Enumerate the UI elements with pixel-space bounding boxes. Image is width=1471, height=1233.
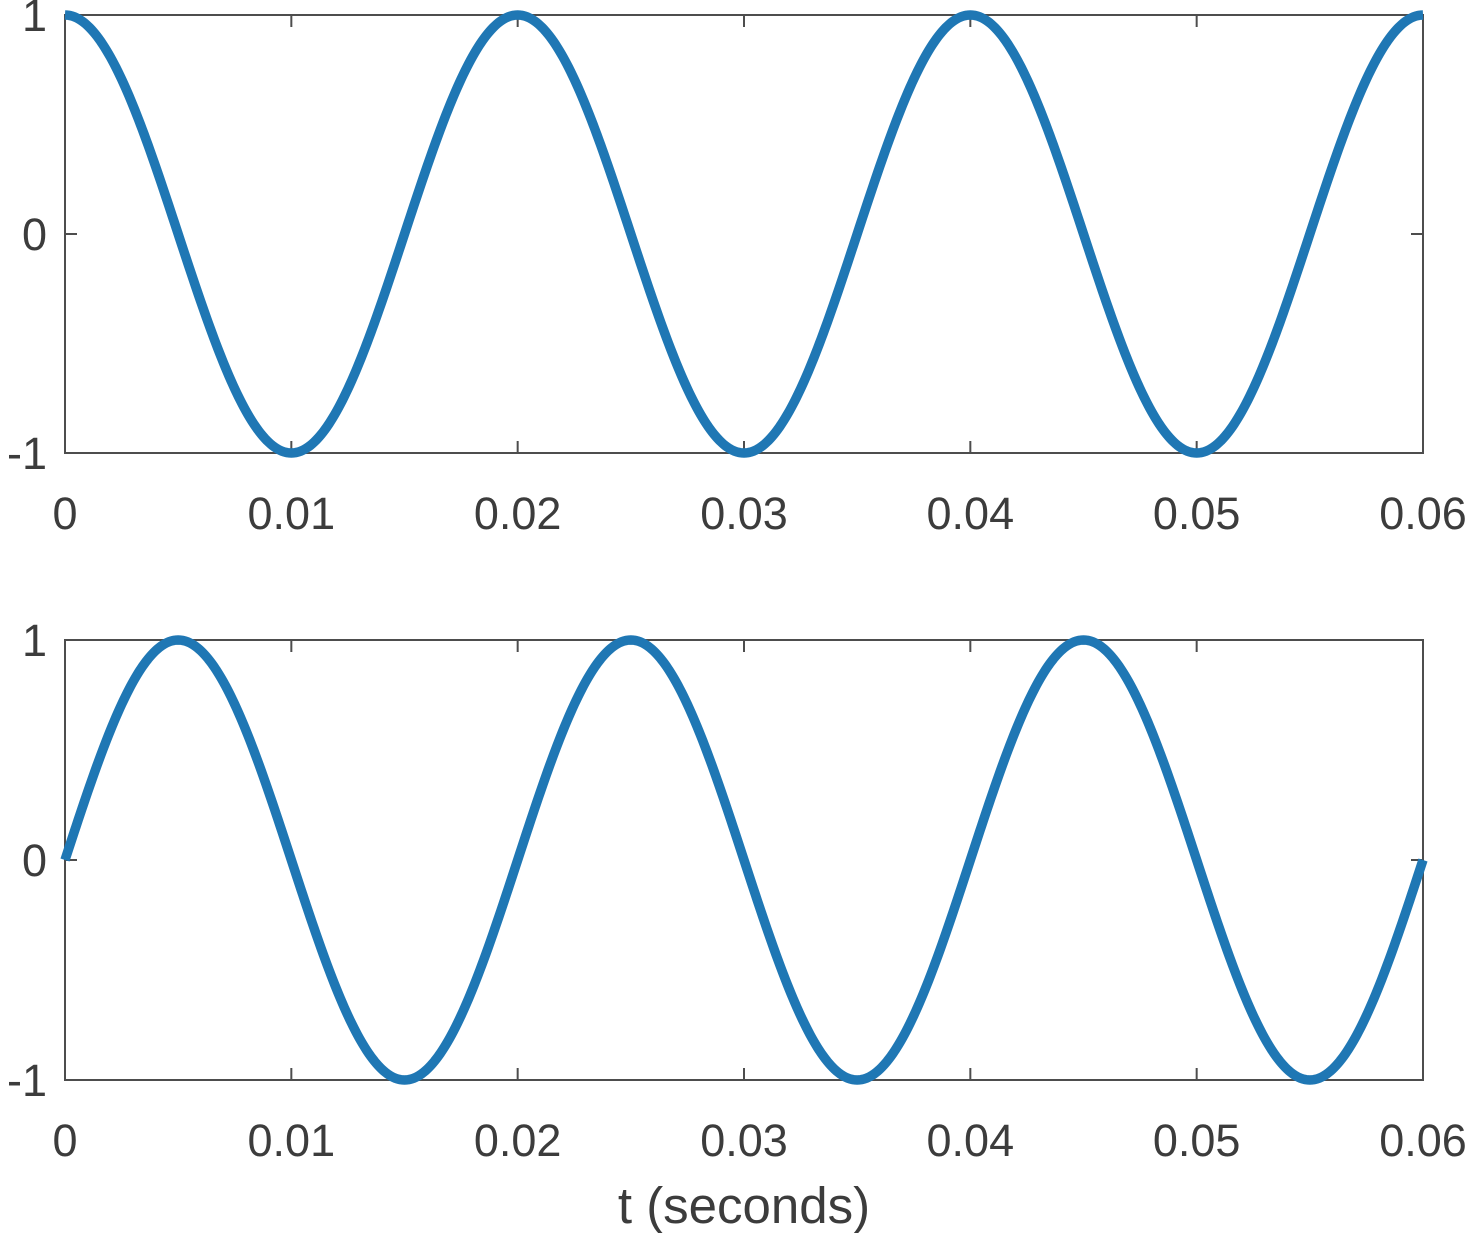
waveform-line [62, 10, 1426, 458]
y-tick-label: -1 [7, 428, 47, 479]
x-tick-label: 0.03 [700, 1115, 788, 1166]
y-tick-label: 0 [22, 209, 47, 260]
x-tick-label: 0.05 [1153, 1115, 1241, 1166]
x-tick-label: 0.01 [248, 1115, 336, 1166]
x-tick-label: 0.01 [248, 488, 336, 539]
x-tick-label: 0.04 [927, 488, 1015, 539]
x-tick-label: 0.03 [700, 488, 788, 539]
y-tick-label: -1 [7, 1055, 47, 1106]
x-tick-label: 0.06 [1379, 1115, 1467, 1166]
x-tick-label: 0 [52, 1115, 77, 1166]
y-tick-label: 0 [22, 835, 47, 886]
x-tick-label: 0.02 [474, 1115, 562, 1166]
y-tick-label: 1 [22, 615, 47, 666]
waveform-line [60, 635, 1428, 1085]
x-tick-label: 0.04 [927, 1115, 1015, 1166]
x-tick-label: 0.06 [1379, 488, 1467, 539]
x-tick-label: 0 [52, 488, 77, 539]
x-axis-label: t (seconds) [617, 1177, 871, 1233]
y-tick-label: 1 [22, 0, 47, 41]
x-tick-label: 0.02 [474, 488, 562, 539]
x-tick-label: 0.05 [1153, 488, 1241, 539]
